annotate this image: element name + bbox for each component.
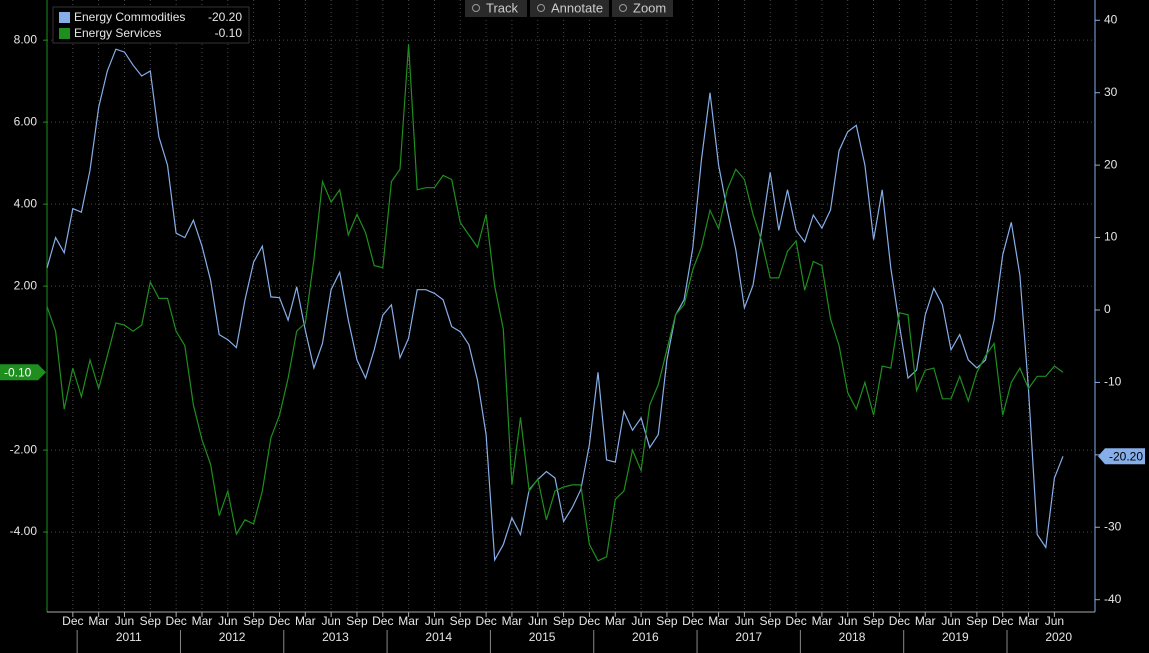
x-tick-label: Dec <box>682 614 703 628</box>
y-tick-label: -4.00 <box>10 524 38 538</box>
toolbar-button[interactable]: Zoom <box>612 0 673 17</box>
y2-tick-label: 40 <box>1104 12 1118 26</box>
x-tick-label: Jun <box>735 614 754 628</box>
year-label: 2014 <box>425 630 452 644</box>
toolbar-button-bg <box>612 0 673 17</box>
x-tick-label: Jun <box>838 614 857 628</box>
x-tick-label: Dec <box>889 614 910 628</box>
year-label: 2019 <box>942 630 969 644</box>
x-tick-label: Jun <box>425 614 444 628</box>
x-tick-label: Jun <box>528 614 547 628</box>
x-tick-label: Sep <box>656 614 678 628</box>
y-tick-label: 4.00 <box>14 196 38 210</box>
y-tick-label: 2.00 <box>14 278 38 292</box>
year-label: 2018 <box>839 630 866 644</box>
x-tick-label: Jun <box>321 614 340 628</box>
y-tick-label: 8.00 <box>14 32 38 46</box>
x-tick-label: Mar <box>398 614 419 628</box>
legend-value: -0.10 <box>215 26 243 40</box>
x-tick-label: Mar <box>192 614 213 628</box>
x-tick-label: Sep <box>346 614 368 628</box>
y-tick-label: -2.00 <box>10 442 38 456</box>
year-label: 2012 <box>219 630 246 644</box>
y2-tick-label: 10 <box>1104 230 1118 244</box>
y2-tick-label: -40 <box>1104 592 1122 606</box>
x-tick-label: Sep <box>140 614 162 628</box>
toolbar-icon <box>472 4 480 12</box>
year-label: 2020 <box>1045 630 1072 644</box>
y2-tick-label: -10 <box>1104 375 1122 389</box>
y2-tick-label: 0 <box>1104 302 1111 316</box>
x-tick-label: Dec <box>579 614 600 628</box>
year-label: 2013 <box>322 630 349 644</box>
x-tick-label: Dec <box>62 614 83 628</box>
series-line <box>46 44 1064 562</box>
series-line <box>46 48 1064 562</box>
x-tick-label: Sep <box>760 614 782 628</box>
legend-name: Energy Services <box>74 26 161 40</box>
legend-name: Energy Commodities <box>74 10 185 24</box>
legend-box <box>52 6 250 44</box>
x-tick-label: Mar <box>915 614 936 628</box>
toolbar-icon <box>537 4 545 12</box>
y-tick-label: 6.00 <box>14 114 38 128</box>
x-tick-label: Dec <box>269 614 290 628</box>
x-tick-label: Dec <box>992 614 1013 628</box>
toolbar-label: Zoom <box>633 0 666 15</box>
year-label: 2016 <box>632 630 659 644</box>
legend-swatch <box>59 28 70 39</box>
x-tick-label: Mar <box>708 614 729 628</box>
year-label: 2017 <box>735 630 762 644</box>
x-tick-label: Mar <box>295 614 316 628</box>
y2-tick-label: 30 <box>1104 85 1118 99</box>
y2-tick-label: 20 <box>1104 157 1118 171</box>
x-tick-label: Dec <box>785 614 806 628</box>
x-tick-label: Sep <box>450 614 472 628</box>
x-tick-label: Sep <box>863 614 885 628</box>
x-tick-label: Sep <box>966 614 988 628</box>
toolbar-button-bg <box>465 0 527 17</box>
x-tick-label: Dec <box>475 614 496 628</box>
x-tick-label: Dec <box>165 614 186 628</box>
legend-swatch <box>59 12 70 23</box>
x-tick-label: Mar <box>812 614 833 628</box>
x-tick-label: Sep <box>243 614 265 628</box>
legend-value: -20.20 <box>208 10 242 24</box>
toolbar-label: Annotate <box>551 0 603 15</box>
x-tick-label: Jun <box>631 614 650 628</box>
last-value-tag <box>1098 448 1145 465</box>
last-value-label: -0.10 <box>4 365 32 379</box>
year-label: 2011 <box>116 630 142 644</box>
toolbar-icon <box>619 4 627 12</box>
x-tick-label: Jun <box>941 614 960 628</box>
x-tick-label: Sep <box>553 614 575 628</box>
toolbar-button[interactable]: Track <box>465 0 527 17</box>
y2-tick-label: -30 <box>1104 519 1122 533</box>
year-label: 2015 <box>529 630 556 644</box>
last-value-label: -20.20 <box>1109 449 1143 463</box>
x-tick-label: Jun <box>1045 614 1064 628</box>
last-value-tag <box>0 364 46 381</box>
x-tick-label: Jun <box>218 614 237 628</box>
x-tick-label: Mar <box>605 614 626 628</box>
x-tick-label: Mar <box>88 614 109 628</box>
x-tick-label: Mar <box>1018 614 1039 628</box>
toolbar-button-bg <box>530 0 609 17</box>
x-tick-label: Mar <box>502 614 523 628</box>
x-tick-label: Dec <box>372 614 393 628</box>
x-tick-label: Jun <box>115 614 134 628</box>
toolbar-button[interactable]: Annotate <box>530 0 609 17</box>
toolbar-label: Track <box>486 0 519 15</box>
